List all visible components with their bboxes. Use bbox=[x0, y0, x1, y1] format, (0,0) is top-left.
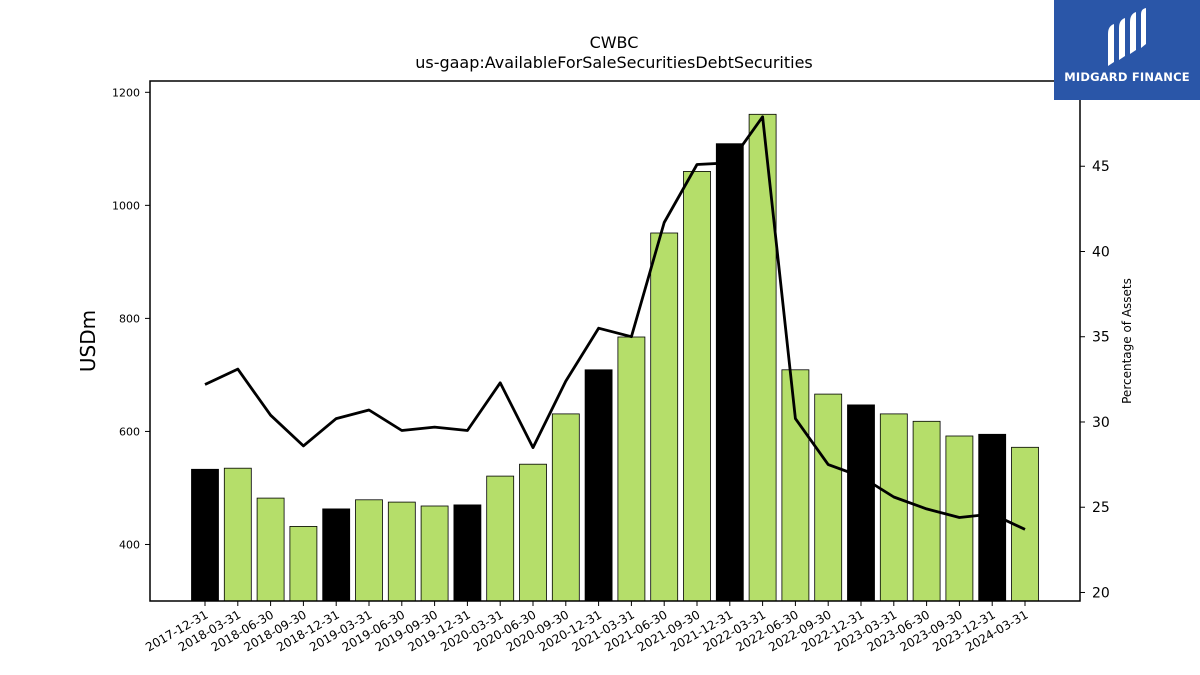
line-layer bbox=[204, 115, 1026, 531]
bar-2021-06-30 bbox=[650, 232, 679, 602]
logo-text: MIDGARD FINANCE bbox=[1064, 70, 1190, 84]
bar-2018-03-31 bbox=[223, 467, 252, 602]
y2-tick-label: 25 bbox=[1092, 500, 1110, 516]
bar-2018-06-30 bbox=[256, 497, 285, 602]
y2-tick-label: 30 bbox=[1092, 415, 1110, 431]
bar-2022-12-31 bbox=[847, 404, 875, 602]
chart-title: CWBC bbox=[590, 33, 639, 52]
y2-tick-label: 20 bbox=[1092, 585, 1110, 601]
bar-2018-09-30 bbox=[289, 526, 318, 602]
bar-2022-03-31 bbox=[748, 113, 777, 602]
right-axis-ticks: 20 25 30 35 40 45 bbox=[1080, 159, 1110, 601]
bar-2019-03-31 bbox=[355, 499, 383, 602]
y-tick-label: 800 bbox=[119, 312, 140, 325]
percentage-of-assets-line bbox=[204, 115, 1026, 531]
bar-2021-03-31 bbox=[617, 336, 646, 602]
bar-2018-12-31 bbox=[322, 508, 351, 602]
bar-2020-09-30 bbox=[551, 413, 580, 602]
bar-2020-12-31 bbox=[584, 369, 613, 602]
bar-2022-06-30 bbox=[781, 369, 810, 602]
logo-mark-icon bbox=[1108, 8, 1146, 66]
plot-frame bbox=[149, 80, 1081, 602]
bar-2022-09-30 bbox=[814, 393, 843, 602]
y2-tick-label: 35 bbox=[1092, 330, 1110, 346]
left-axis-ticks: 400 600 800 1000 1200 bbox=[112, 86, 150, 551]
bar-2020-06-30 bbox=[519, 463, 547, 602]
bar-2019-09-30 bbox=[420, 505, 449, 602]
bar-2019-12-31 bbox=[453, 504, 482, 602]
bar-2023-03-31 bbox=[879, 413, 908, 602]
bar-group bbox=[191, 113, 1039, 602]
midgard-finance-logo: MIDGARD FINANCE bbox=[1054, 0, 1200, 100]
y-tick-label: 1200 bbox=[112, 86, 140, 99]
y-tick-label: 1000 bbox=[112, 199, 140, 212]
bar-2020-03-31 bbox=[486, 475, 515, 602]
y2-tick-label: 40 bbox=[1092, 244, 1110, 260]
x-axis-ticks: 2017-12-312018-03-312018-06-302018-09-30… bbox=[143, 601, 1031, 654]
y-tick-label: 400 bbox=[119, 538, 140, 551]
bar-2021-09-30 bbox=[683, 170, 711, 602]
y-tick-label: 600 bbox=[119, 425, 140, 438]
bar-2021-12-31 bbox=[715, 143, 744, 602]
bar-2017-12-31 bbox=[191, 468, 219, 602]
y2-axis-label: Percentage of Assets bbox=[1120, 278, 1134, 404]
y2-tick-label: 45 bbox=[1092, 159, 1110, 175]
chart-subtitle: us-gaap:AvailableForSaleSecuritiesDebtSe… bbox=[415, 53, 813, 72]
y-axis-label: USDm bbox=[76, 310, 100, 372]
bar-2019-06-30 bbox=[387, 501, 416, 602]
